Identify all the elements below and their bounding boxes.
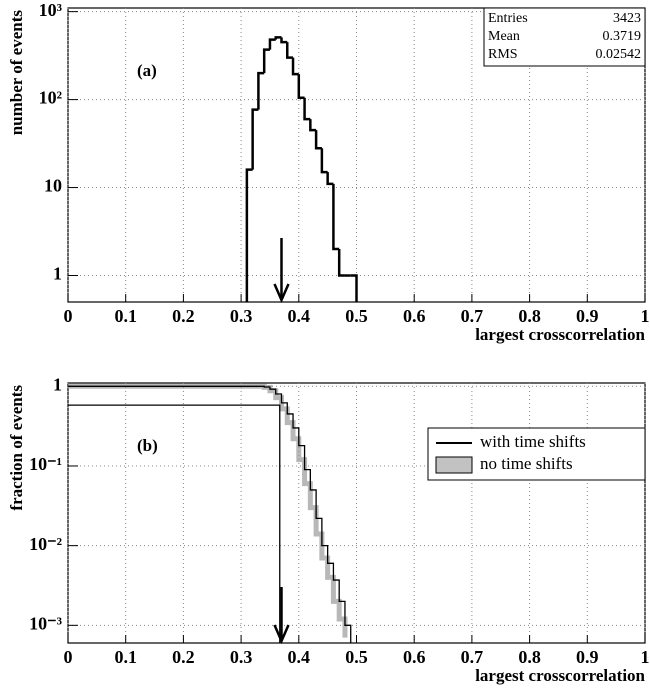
histogram-bin: [326, 172, 334, 186]
y-tick-label: 1: [53, 374, 62, 394]
histogram-bin: [309, 119, 317, 132]
histogram-bin: [291, 57, 299, 76]
stats-value: 0.02542: [596, 47, 642, 62]
histogram-bin: [262, 48, 270, 74]
x-tick-label: 0.6: [403, 306, 426, 326]
y-tick-label: 10⁻²: [29, 534, 62, 554]
legend-label: no time shifts: [480, 454, 573, 473]
histogram-bin: [320, 148, 328, 174]
histogram-bin: [268, 38, 276, 50]
x-tick-label: 0.7: [461, 306, 484, 326]
y-tick-label: 10: [44, 176, 62, 196]
histogram-bin: [337, 249, 345, 277]
histogram-bin: [350, 274, 358, 302]
x-tick-label: 0.3: [230, 306, 253, 326]
x-tick-label: 1: [641, 306, 650, 326]
y-tick-label: 10³: [39, 0, 63, 20]
histogram-bin: [303, 97, 311, 121]
histogram-bin: [286, 42, 294, 59]
histogram-bin: [297, 74, 305, 99]
x-tick-label: 0.9: [576, 306, 599, 326]
histogram-bin: [280, 37, 288, 44]
panel-label: (b): [137, 436, 158, 455]
histogram-bin: [332, 183, 340, 251]
histogram-bin: [257, 71, 265, 110]
x-tick-label: 0.9: [576, 647, 599, 667]
x-tick-label: 1: [641, 647, 650, 667]
y-tick-label: 10⁻¹: [29, 454, 62, 474]
x-tick-label: 0.1: [114, 647, 137, 667]
histogram-bin: [274, 36, 282, 40]
y-axis-title: number of events: [7, 10, 26, 136]
arrow-head: [273, 624, 290, 645]
stats-label: Entries: [488, 11, 528, 26]
x-tick-label: 0.2: [172, 647, 195, 667]
x-axis-title: largest crosscorrelation: [475, 325, 645, 344]
x-tick-label: 0.4: [288, 306, 311, 326]
stats-value: 3423: [613, 11, 641, 26]
histogram-bin: [245, 168, 253, 302]
legend-label: with time shifts: [480, 432, 586, 451]
series-line: [68, 404, 281, 643]
x-tick-label: 0: [64, 647, 73, 667]
x-tick-label: 0.5: [345, 647, 368, 667]
x-tick-label: 0.5: [345, 306, 368, 326]
x-tick-label: 0.3: [230, 647, 253, 667]
x-tick-label: 0.2: [172, 306, 195, 326]
stats-box: [483, 7, 646, 67]
stats-label: Mean: [488, 29, 520, 44]
series-line: [68, 385, 352, 643]
series-line: [68, 383, 348, 638]
panel-label: (a): [137, 61, 157, 80]
stats-value: 0.3719: [603, 29, 642, 44]
histogram-bin: [251, 108, 259, 170]
x-tick-label: 0.4: [288, 647, 311, 667]
x-tick-label: 0.6: [403, 647, 426, 667]
x-tick-label: 0.8: [518, 306, 541, 326]
x-tick-label: 0: [64, 306, 73, 326]
y-axis-title: fraction of events: [7, 385, 26, 511]
x-tick-label: 0.1: [114, 306, 137, 326]
arrow-head: [273, 283, 290, 304]
y-tick-label: 10⁻³: [29, 613, 63, 633]
legend-swatch: [435, 456, 473, 474]
x-tick-label: 0.8: [518, 647, 541, 667]
y-tick-label: 1: [53, 264, 62, 284]
x-axis-title: largest crosscorrelation: [475, 666, 645, 685]
x-tick-label: 0.7: [461, 647, 484, 667]
stats-label: RMS: [488, 47, 518, 62]
histogram-bin: [314, 130, 322, 150]
y-tick-label: 10²: [39, 88, 62, 108]
